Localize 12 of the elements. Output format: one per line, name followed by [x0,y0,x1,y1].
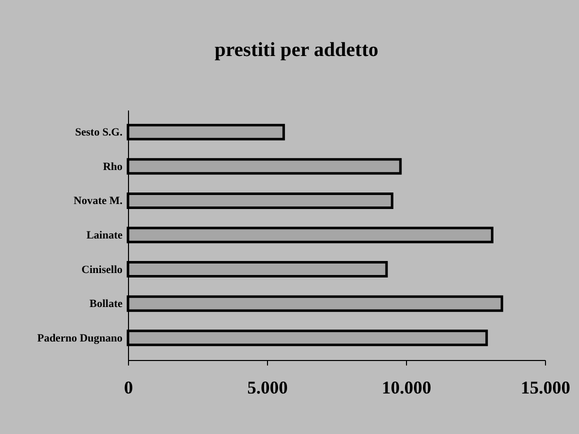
x-tick-label: 0 [124,378,133,398]
y-tick-label: Paderno Dugnano [37,332,123,344]
y-tick-label: Novate M. [74,195,123,208]
y-tick-label: Sesto S.G. [75,126,123,139]
chart-title: prestiti per addetto [214,39,378,61]
x-tick-label: 5.000 [247,378,288,398]
y-tick-label: Bollate [90,298,123,310]
y-tick-label: Lainate [86,230,123,242]
y-tick-label: Rho [102,160,123,173]
y-tick-label: Cinisello [82,264,123,276]
x-tick-label: 10.000 [382,378,432,398]
x-tick-label: 15.000 [520,378,570,398]
